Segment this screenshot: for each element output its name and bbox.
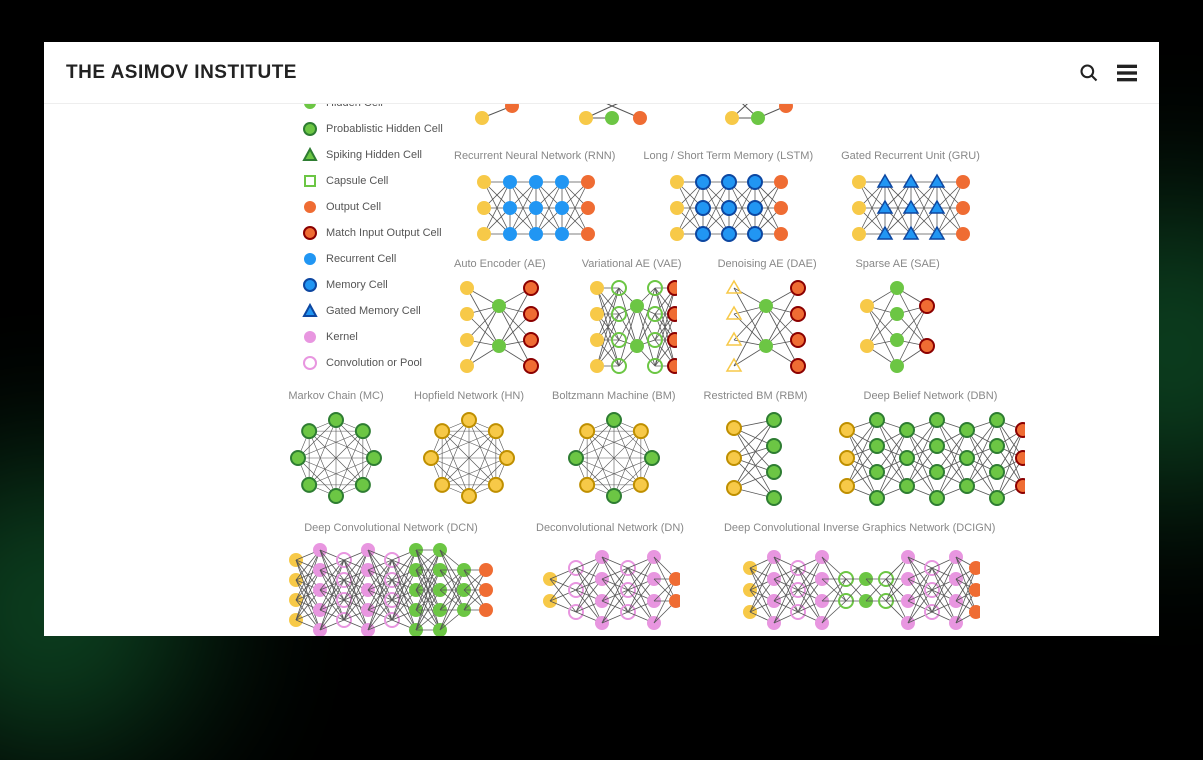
search-icon[interactable] (1079, 63, 1099, 83)
net-diagram (286, 540, 496, 636)
net-title: Gated Recurrent Unit (GRU) (841, 150, 980, 162)
net-diagram (740, 540, 980, 636)
legend-swatch (302, 121, 318, 137)
net-title: Auto Encoder (AE) (454, 258, 546, 270)
net-title: Restricted BM (RBM) (704, 390, 808, 402)
legend-swatch (302, 277, 318, 293)
net-dcign: Deep Convolutional Inverse Graphics Netw… (724, 522, 995, 636)
net-rnn: Recurrent Neural Network (RNN) (454, 150, 615, 248)
legend-item: Output Cell (302, 198, 472, 216)
net-diagram (286, 408, 386, 508)
net-diagram (455, 276, 545, 376)
site-header: THE ASIMOV INSTITUTE (44, 42, 1159, 104)
net-title: Long / Short Term Memory (LSTM) (643, 150, 813, 162)
legend-label: Capsule Cell (326, 175, 388, 187)
legend-item: Match Input Output Cell (302, 224, 472, 242)
net-title: Deconvolutional Network (DN) (536, 522, 684, 534)
net-title: Boltzmann Machine (BM) (552, 390, 676, 402)
site-title[interactable]: THE ASIMOV INSTITUTE (66, 62, 297, 84)
net-rbm: Restricted BM (RBM) (704, 390, 808, 508)
menu-icon[interactable] (1117, 64, 1137, 82)
net-diagram (587, 276, 677, 376)
legend-swatch (302, 329, 318, 345)
network-row-5: Deep Convolutional Network (DCN) Deconvo… (286, 522, 995, 636)
legend-swatch (302, 303, 318, 319)
net-sae: Sparse AE (SAE) (853, 258, 943, 376)
legend-label: Match Input Output Cell (326, 227, 442, 239)
legend-swatch (302, 173, 318, 189)
net-title: Variational AE (VAE) (582, 258, 682, 270)
net-diagram (564, 408, 664, 508)
legend-label: Spiking Hidden Cell (326, 149, 422, 161)
legend-label: Gated Memory Cell (326, 305, 421, 317)
net-title: Deep Convolutional Network (DCN) (304, 522, 478, 534)
legend-item: Convolution or Pool (302, 354, 472, 372)
net-ae: Auto Encoder (AE) (454, 258, 546, 376)
header-actions (1079, 63, 1137, 83)
legend-swatch (302, 355, 318, 371)
net-bm: Boltzmann Machine (BM) (552, 390, 676, 508)
page-frame: THE ASIMOV INSTITUTE Backfed Input CellN… (44, 42, 1159, 636)
net-diagram (835, 408, 1025, 508)
legend-item: Gated Memory Cell (302, 302, 472, 320)
network-row-3: Auto Encoder (AE) Variational AE (VAE) D… (454, 258, 943, 376)
net-diagram (540, 540, 680, 636)
legend-item: Memory Cell (302, 276, 472, 294)
net-vae: Variational AE (VAE) (582, 258, 682, 376)
net-mc: Markov Chain (MC) (286, 390, 386, 508)
legend-label: Probablistic Hidden Cell (326, 123, 443, 135)
legend-label: Recurrent Cell (326, 253, 396, 265)
legend-item: Kernel (302, 328, 472, 346)
legend-label: Convolution or Pool (326, 357, 422, 369)
net-dn: Deconvolutional Network (DN) (536, 522, 684, 636)
net-lstm: Long / Short Term Memory (LSTM) (643, 150, 813, 248)
legend-label: Memory Cell (326, 279, 388, 291)
legend-swatch (302, 251, 318, 267)
net-dcn: Deep Convolutional Network (DCN) (286, 522, 496, 636)
net-diagram (853, 276, 943, 376)
net-diagram (470, 168, 600, 248)
net-title: Sparse AE (SAE) (855, 258, 939, 270)
net-gru: Gated Recurrent Unit (GRU) (841, 150, 980, 248)
network-row-2: Recurrent Neural Network (RNN) Long / Sh… (454, 150, 980, 248)
legend-item: Spiking Hidden Cell (302, 146, 472, 164)
net-title: Denoising AE (DAE) (718, 258, 817, 270)
legend-item: Capsule Cell (302, 172, 472, 190)
legend-swatch (302, 199, 318, 215)
legend-label: Kernel (326, 331, 358, 343)
net-title: Hopfield Network (HN) (414, 390, 524, 402)
legend-swatch (302, 225, 318, 241)
net-hn: Hopfield Network (HN) (414, 390, 524, 508)
net-dbn: Deep Belief Network (DBN) (835, 390, 1025, 508)
net-diagram (663, 168, 793, 248)
net-dae: Denoising AE (DAE) (718, 258, 817, 376)
net-title: Recurrent Neural Network (RNN) (454, 150, 615, 162)
net-title: Deep Belief Network (DBN) (864, 390, 998, 402)
net-diagram (419, 408, 519, 508)
net-diagram (845, 168, 975, 248)
net-title: Deep Convolutional Inverse Graphics Netw… (724, 522, 995, 534)
legend-label: Output Cell (326, 201, 381, 213)
legend-swatch (302, 147, 318, 163)
network-row-4: Markov Chain (MC) Hopfield Network (HN) … (286, 390, 1025, 508)
legend-item: Recurrent Cell (302, 250, 472, 268)
net-diagram (720, 408, 790, 508)
net-title: Markov Chain (MC) (288, 390, 383, 402)
legend-item: Probablistic Hidden Cell (302, 120, 472, 138)
net-diagram (722, 276, 812, 376)
